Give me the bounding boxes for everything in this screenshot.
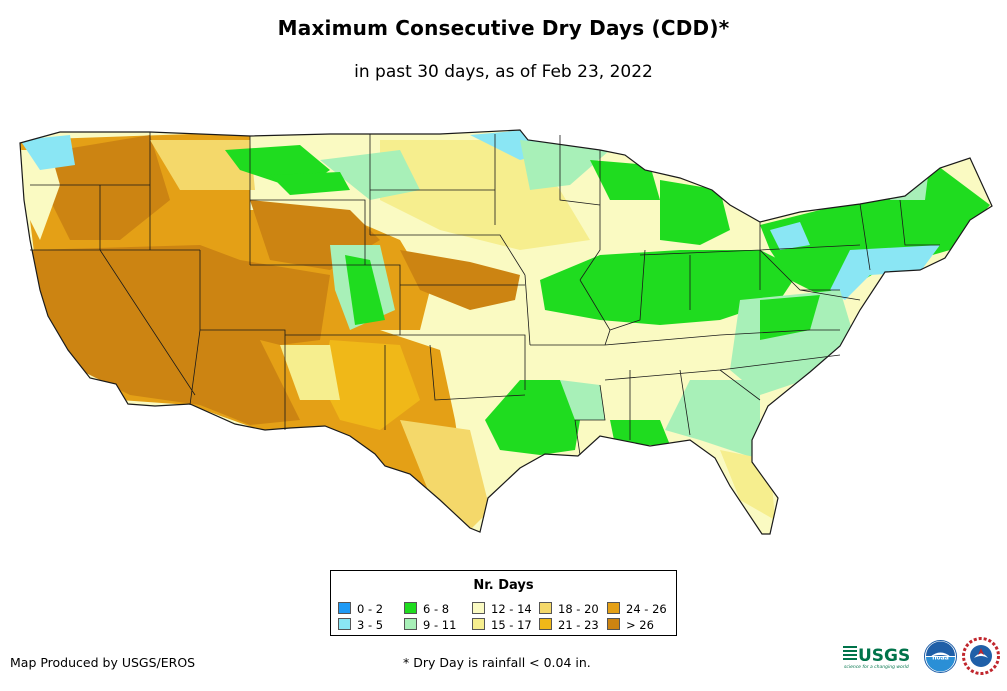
noaa-logo-text: noaa: [932, 655, 949, 662]
legend-label: > 26: [626, 618, 654, 632]
legend-item: 3 - 5: [338, 618, 383, 632]
legend-item: 15 - 17: [472, 618, 532, 632]
map-subtitle: in past 30 days, as of Feb 23, 2022: [354, 62, 653, 82]
legend-swatch: [404, 602, 417, 614]
map-title: Maximum Consecutive Dry Days (CDD)*: [277, 16, 730, 40]
legend-swatch: [607, 618, 620, 630]
legend-label: 3 - 5: [357, 618, 384, 632]
legend-swatch: [607, 602, 620, 614]
legend-label: 24 - 26: [626, 602, 667, 616]
usgs-tagline: science for a changing world: [844, 664, 909, 670]
legend-swatch: [472, 618, 485, 630]
legend-label: 9 - 11: [423, 618, 457, 632]
legend-title: Nr. Days: [473, 578, 534, 593]
legend-label: 6 - 8: [423, 602, 450, 616]
legend-item: 12 - 14: [472, 602, 532, 616]
legend-label: 12 - 14: [491, 602, 532, 616]
state-borders: [19, 129, 993, 535]
legend-label: 21 - 23: [558, 618, 599, 632]
legend-item: 9 - 11: [404, 618, 456, 632]
noaa-logo: noaa: [924, 640, 957, 673]
legend-item: 21 - 23: [539, 618, 599, 632]
legend-label: 0 - 2: [357, 602, 384, 616]
legend-item: 24 - 26: [607, 602, 667, 616]
cdd-color-regions: [20, 130, 992, 534]
legend-swatch: [539, 618, 552, 630]
usgs-logo: USGS science for a changing world: [843, 646, 910, 670]
credit-text: Map Produced by USGS/EROS: [10, 655, 196, 670]
legend-item: > 26: [607, 618, 654, 632]
legend-swatch: [404, 618, 417, 630]
usgs-logo-text: USGS: [858, 646, 910, 666]
legend-swatch: [338, 602, 351, 614]
legend-swatch: [539, 602, 552, 614]
legend-item: 6 - 8: [404, 602, 449, 616]
legend: Nr. Days 0 - 2 3 - 5 6 - 8 9 - 11 12 - 1…: [330, 570, 677, 636]
legend-label: 15 - 17: [491, 618, 532, 632]
legend-swatch: [338, 618, 351, 630]
legend-item: 18 - 20: [539, 602, 599, 616]
nws-logo: [962, 637, 1000, 675]
legend-label: 18 - 20: [558, 602, 599, 616]
legend-item: 0 - 2: [338, 602, 383, 616]
legend-swatch: [472, 602, 485, 614]
footnote-text: * Dry Day is rainfall < 0.04 in.: [403, 655, 591, 670]
